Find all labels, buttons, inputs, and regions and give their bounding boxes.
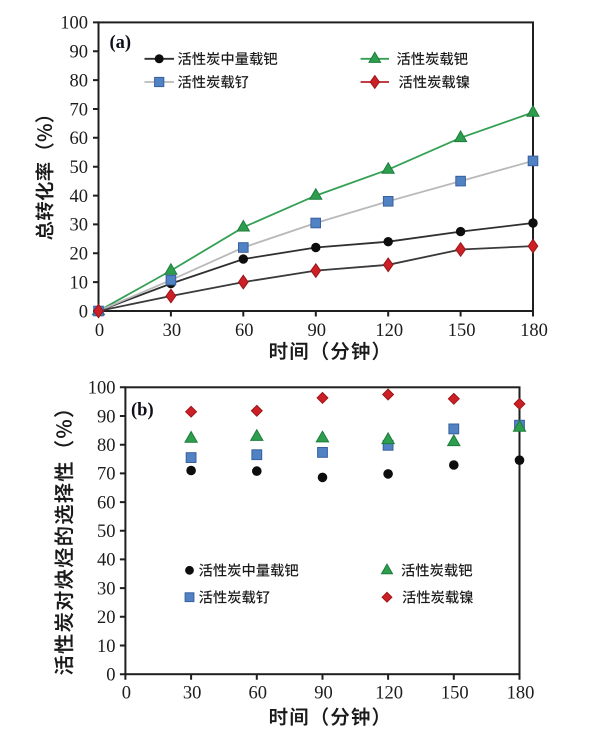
svg-text:20: 20 xyxy=(70,245,89,265)
svg-text:30: 30 xyxy=(97,579,116,599)
svg-text:20: 20 xyxy=(97,608,116,628)
svg-text:0: 0 xyxy=(106,666,115,686)
svg-text:60: 60 xyxy=(249,684,268,704)
svg-text:180: 180 xyxy=(507,684,535,704)
svg-text:30: 30 xyxy=(70,216,89,236)
svg-text:40: 40 xyxy=(70,187,89,207)
svg-text:30: 30 xyxy=(183,684,202,704)
svg-text:100: 100 xyxy=(88,379,116,399)
svg-text:70: 70 xyxy=(97,465,116,485)
svg-text:100: 100 xyxy=(60,14,88,34)
svg-text:0: 0 xyxy=(95,321,104,341)
svg-text:0: 0 xyxy=(122,684,131,704)
svg-text:50: 50 xyxy=(70,158,89,178)
svg-text:90: 90 xyxy=(314,684,333,704)
svg-text:150: 150 xyxy=(441,684,469,704)
svg-text:90: 90 xyxy=(97,407,116,427)
svg-text:70: 70 xyxy=(70,100,89,120)
svg-text:60: 60 xyxy=(97,493,116,513)
svg-text:50: 50 xyxy=(97,522,116,542)
svg-text:180: 180 xyxy=(520,321,548,341)
svg-text:0: 0 xyxy=(79,302,88,322)
svg-text:(b): (b) xyxy=(131,401,154,421)
svg-text:40: 40 xyxy=(97,551,116,571)
svg-text:120: 120 xyxy=(375,321,403,341)
svg-text:90: 90 xyxy=(308,321,327,341)
svg-text:10: 10 xyxy=(97,637,116,657)
svg-text:30: 30 xyxy=(163,321,182,341)
svg-text:90: 90 xyxy=(70,43,89,63)
svg-text:60: 60 xyxy=(70,129,89,149)
svg-text:80: 80 xyxy=(70,71,89,91)
svg-text:120: 120 xyxy=(375,684,403,704)
svg-text:10: 10 xyxy=(70,273,89,293)
svg-text:80: 80 xyxy=(97,436,116,456)
svg-text:60: 60 xyxy=(235,321,254,341)
svg-text:(a): (a) xyxy=(110,33,132,53)
svg-text:150: 150 xyxy=(448,321,476,341)
